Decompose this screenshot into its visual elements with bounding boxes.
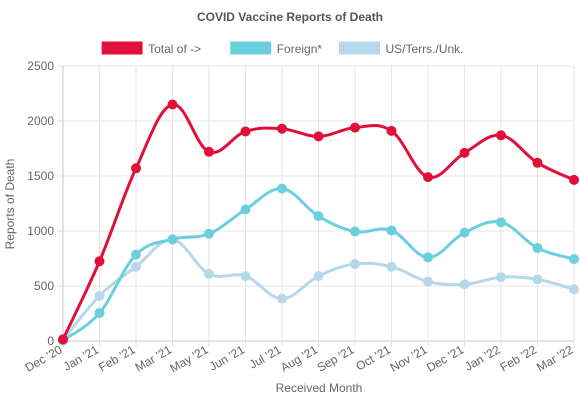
data-point	[496, 272, 506, 283]
legend-swatch	[230, 41, 272, 55]
legend-label: Total of ->	[148, 42, 201, 56]
x-tick-label: Jan '22	[462, 342, 502, 373]
y-tick-label: 0	[47, 334, 54, 348]
data-point	[459, 227, 470, 238]
chart-title: COVID Vaccine Reports of Death	[197, 10, 383, 24]
data-point	[496, 130, 506, 141]
data-point	[131, 249, 141, 260]
x-tick-label: Jul '21	[247, 342, 284, 371]
x-tick-label: Feb '22	[498, 342, 540, 374]
data-point	[58, 334, 68, 345]
data-point	[423, 276, 433, 287]
data-point	[532, 243, 543, 254]
x-axis-label: Received Month	[276, 381, 363, 395]
data-point	[131, 261, 141, 272]
legend-label: Foreign*	[277, 42, 323, 56]
x-tick-label: Jun '21	[207, 342, 247, 373]
gridlines	[57, 65, 575, 347]
data-point	[94, 256, 105, 267]
data-point	[313, 211, 324, 222]
data-point	[277, 183, 287, 194]
x-tick-label: Mar '22	[534, 342, 576, 374]
y-tick-label: 1000	[27, 224, 54, 238]
x-tick-label: Mar '21	[133, 342, 175, 374]
series-0	[58, 99, 579, 345]
y-tick-label: 1500	[27, 169, 54, 183]
data-point	[423, 252, 433, 263]
legend-swatch	[101, 41, 143, 55]
legend-item: Foreign*	[230, 41, 323, 56]
y-tick-label: 2000	[27, 114, 54, 128]
data-point	[94, 307, 105, 318]
legend: Total of -> Foreign* US/Terrs./Unk.	[101, 41, 464, 56]
data-point	[459, 147, 470, 158]
data-point	[240, 126, 251, 137]
y-axis-label: Reports of Death	[3, 159, 17, 250]
data-point	[386, 225, 397, 236]
data-point	[350, 122, 360, 133]
data-point	[350, 259, 360, 269]
x-tick-label: Dec '21	[424, 342, 466, 374]
x-tick-label: May '21	[167, 342, 210, 375]
data-point	[532, 274, 543, 285]
data-point	[204, 268, 214, 279]
y-tick-label: 500	[34, 279, 54, 293]
x-tick-label: Dec '20	[23, 342, 65, 374]
series-layer	[58, 99, 579, 346]
legend-swatch	[339, 41, 380, 55]
data-point	[277, 293, 287, 304]
x-tick-label: Jan '21	[61, 342, 101, 373]
data-point	[313, 131, 324, 142]
series-1	[58, 183, 579, 346]
data-point	[386, 261, 397, 272]
x-tick-label: Oct '21	[353, 342, 393, 373]
legend-item: US/Terrs./Unk.	[339, 41, 464, 56]
data-point	[459, 279, 470, 290]
y-tick-label: 2500	[27, 59, 54, 73]
data-point	[350, 226, 360, 237]
x-tick-label: Aug '21	[278, 342, 320, 374]
data-point	[532, 157, 543, 168]
data-point	[277, 123, 287, 134]
data-point	[313, 271, 324, 282]
legend-item: Total of ->	[101, 41, 201, 56]
data-point	[569, 254, 579, 265]
data-point	[423, 172, 433, 183]
data-point	[240, 271, 251, 282]
data-point	[94, 290, 105, 301]
data-point	[386, 125, 397, 136]
data-point	[569, 284, 579, 295]
data-point	[496, 217, 506, 228]
data-point	[204, 228, 214, 239]
data-point	[167, 234, 178, 245]
x-tick-label: Feb '21	[96, 342, 138, 374]
data-point	[569, 174, 579, 185]
x-tick-label: Sep '21	[315, 342, 357, 374]
legend-label: US/Terrs./Unk.	[386, 42, 464, 56]
data-point	[167, 99, 178, 110]
y-axis-ticks: 0 500 1000 1500 2000 2500	[27, 59, 54, 348]
x-tick-label: Nov '21	[388, 342, 430, 374]
data-point	[131, 163, 141, 174]
data-point	[240, 204, 251, 215]
data-point	[204, 146, 214, 157]
